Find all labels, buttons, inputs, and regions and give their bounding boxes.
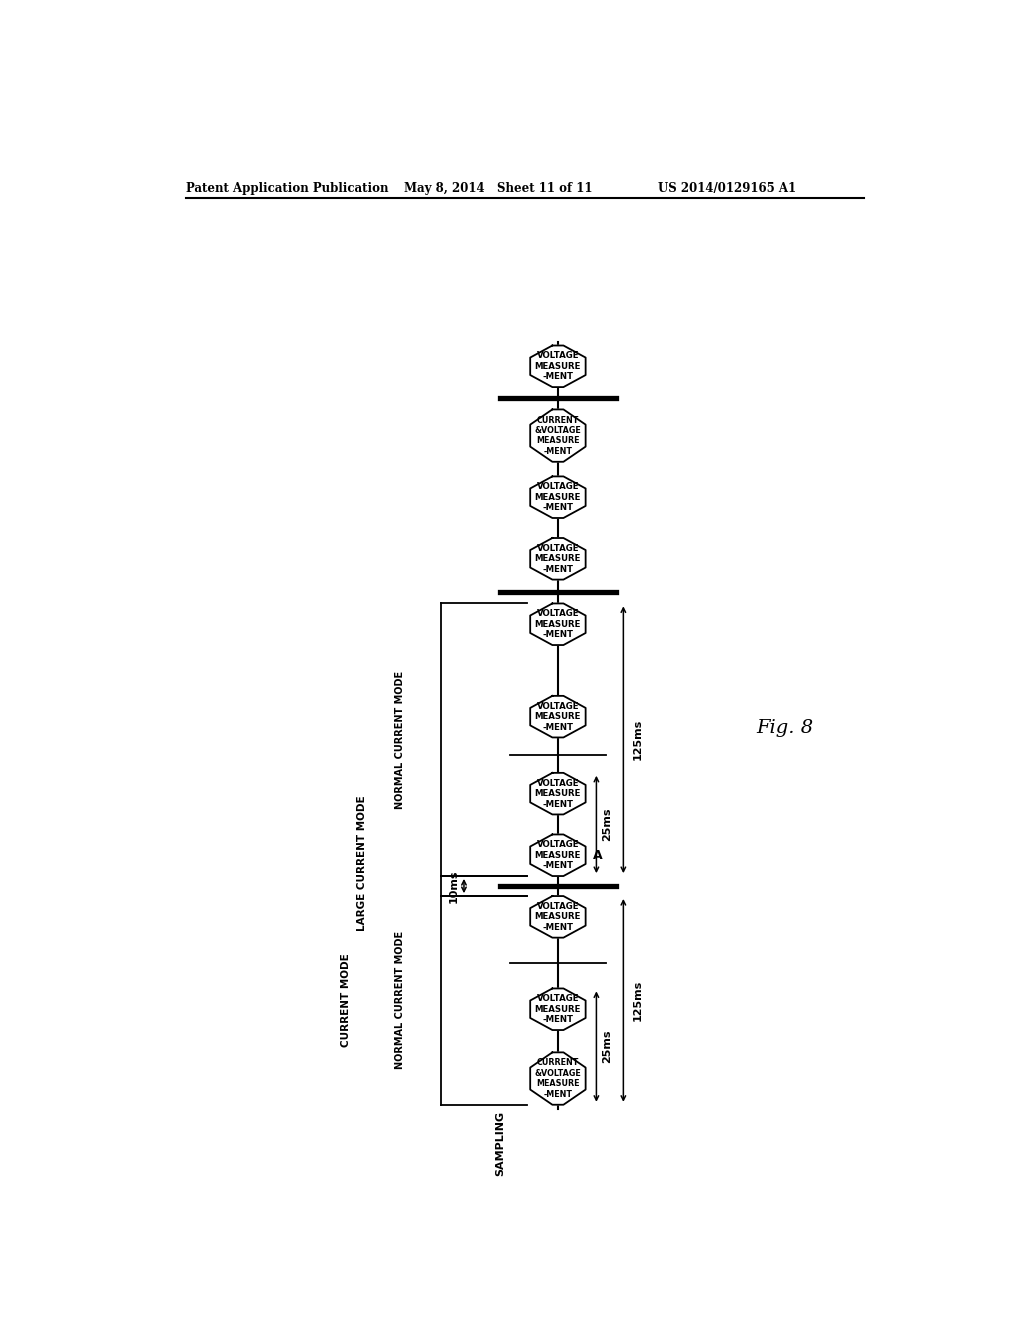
Text: VOLTAGE
MEASURE
-MENT: VOLTAGE MEASURE -MENT [535,902,581,932]
Polygon shape [530,603,586,645]
Text: NORMAL CURRENT MODE: NORMAL CURRENT MODE [395,671,406,809]
Polygon shape [530,346,586,387]
Text: 10ms: 10ms [449,870,458,903]
Text: May 8, 2014   Sheet 11 of 11: May 8, 2014 Sheet 11 of 11 [403,182,593,194]
Text: NORMAL CURRENT MODE: NORMAL CURRENT MODE [395,932,406,1069]
Text: 25ms: 25ms [602,808,612,841]
Polygon shape [530,834,586,876]
Polygon shape [530,477,586,517]
Text: CURRENT
&VOLTAGE
MEASURE
-MENT: CURRENT &VOLTAGE MEASURE -MENT [535,416,582,455]
Text: 125ms: 125ms [632,719,642,760]
Text: VOLTAGE
MEASURE
-MENT: VOLTAGE MEASURE -MENT [535,544,581,574]
Text: VOLTAGE
MEASURE
-MENT: VOLTAGE MEASURE -MENT [535,610,581,639]
Polygon shape [530,1052,586,1105]
Polygon shape [530,409,586,462]
Polygon shape [530,989,586,1030]
Text: Fig. 8: Fig. 8 [757,719,814,737]
Polygon shape [530,539,586,579]
Polygon shape [530,696,586,738]
Text: VOLTAGE
MEASURE
-MENT: VOLTAGE MEASURE -MENT [535,841,581,870]
Polygon shape [530,774,586,814]
Text: VOLTAGE
MEASURE
-MENT: VOLTAGE MEASURE -MENT [535,351,581,381]
Text: VOLTAGE
MEASURE
-MENT: VOLTAGE MEASURE -MENT [535,702,581,731]
Text: Patent Application Publication: Patent Application Publication [186,182,388,194]
Text: US 2014/0129165 A1: US 2014/0129165 A1 [658,182,796,194]
Text: LARGE CURRENT MODE: LARGE CURRENT MODE [356,795,367,931]
Text: CURRENT
&VOLTAGE
MEASURE
-MENT: CURRENT &VOLTAGE MEASURE -MENT [535,1059,582,1098]
Text: VOLTAGE
MEASURE
-MENT: VOLTAGE MEASURE -MENT [535,779,581,809]
Polygon shape [530,896,586,937]
Text: A: A [593,849,602,862]
Text: VOLTAGE
MEASURE
-MENT: VOLTAGE MEASURE -MENT [535,994,581,1024]
Text: VOLTAGE
MEASURE
-MENT: VOLTAGE MEASURE -MENT [535,482,581,512]
Text: 125ms: 125ms [632,979,642,1022]
Text: CURRENT MODE: CURRENT MODE [341,953,351,1047]
Text: 25ms: 25ms [602,1030,612,1064]
Text: SAMPLING: SAMPLING [495,1111,505,1176]
